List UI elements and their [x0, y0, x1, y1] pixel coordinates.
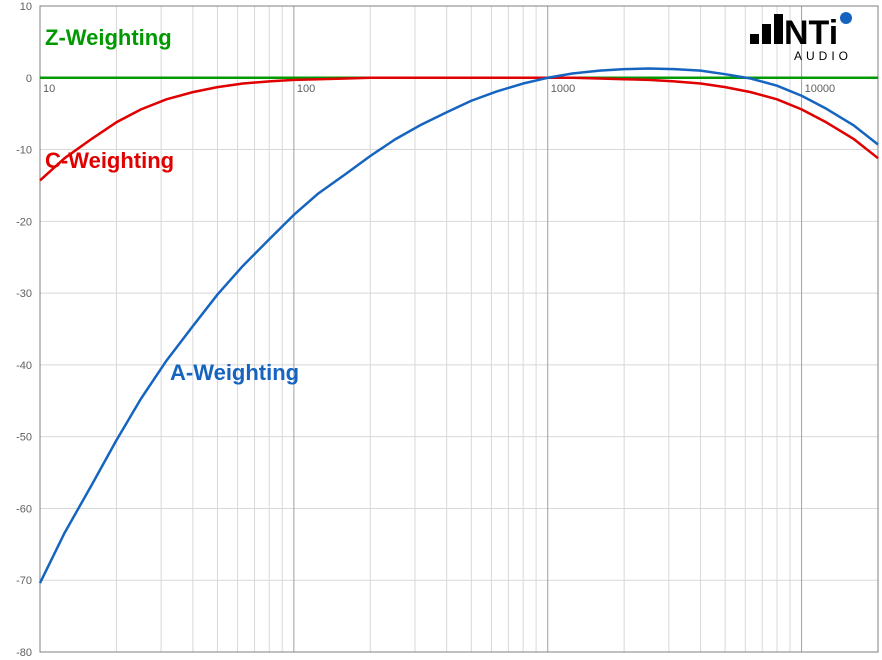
- logo-sub-text: AUDIO: [794, 49, 852, 63]
- x-tick-label: 10: [43, 83, 55, 95]
- weighting-chart: 100-10-20-30-40-50-60-70-801010010001000…: [0, 0, 882, 660]
- y-tick-label: -40: [16, 360, 32, 372]
- x-tick-label: 1000: [551, 83, 575, 95]
- y-tick-label: -20: [16, 216, 32, 228]
- y-tick-label: -80: [16, 647, 32, 659]
- y-tick-label: -50: [16, 432, 32, 444]
- y-tick-label: -60: [16, 503, 32, 515]
- x-tick-label: 10000: [805, 83, 836, 95]
- y-tick-label: 10: [20, 1, 32, 13]
- y-tick-label: -10: [16, 145, 32, 157]
- logo-dot-icon: [840, 12, 852, 24]
- series-label: A-Weighting: [170, 360, 299, 385]
- y-tick-label: 0: [26, 73, 32, 85]
- x-tick-label: 100: [297, 83, 315, 95]
- y-tick-label: -30: [16, 288, 32, 300]
- series-label: Z-Weighting: [45, 25, 172, 50]
- logo-main-text: NTi: [784, 14, 838, 52]
- series-label: C-Weighting: [45, 148, 174, 173]
- chart-svg: 100-10-20-30-40-50-60-70-801010010001000…: [0, 0, 882, 660]
- y-tick-label: -70: [16, 575, 32, 587]
